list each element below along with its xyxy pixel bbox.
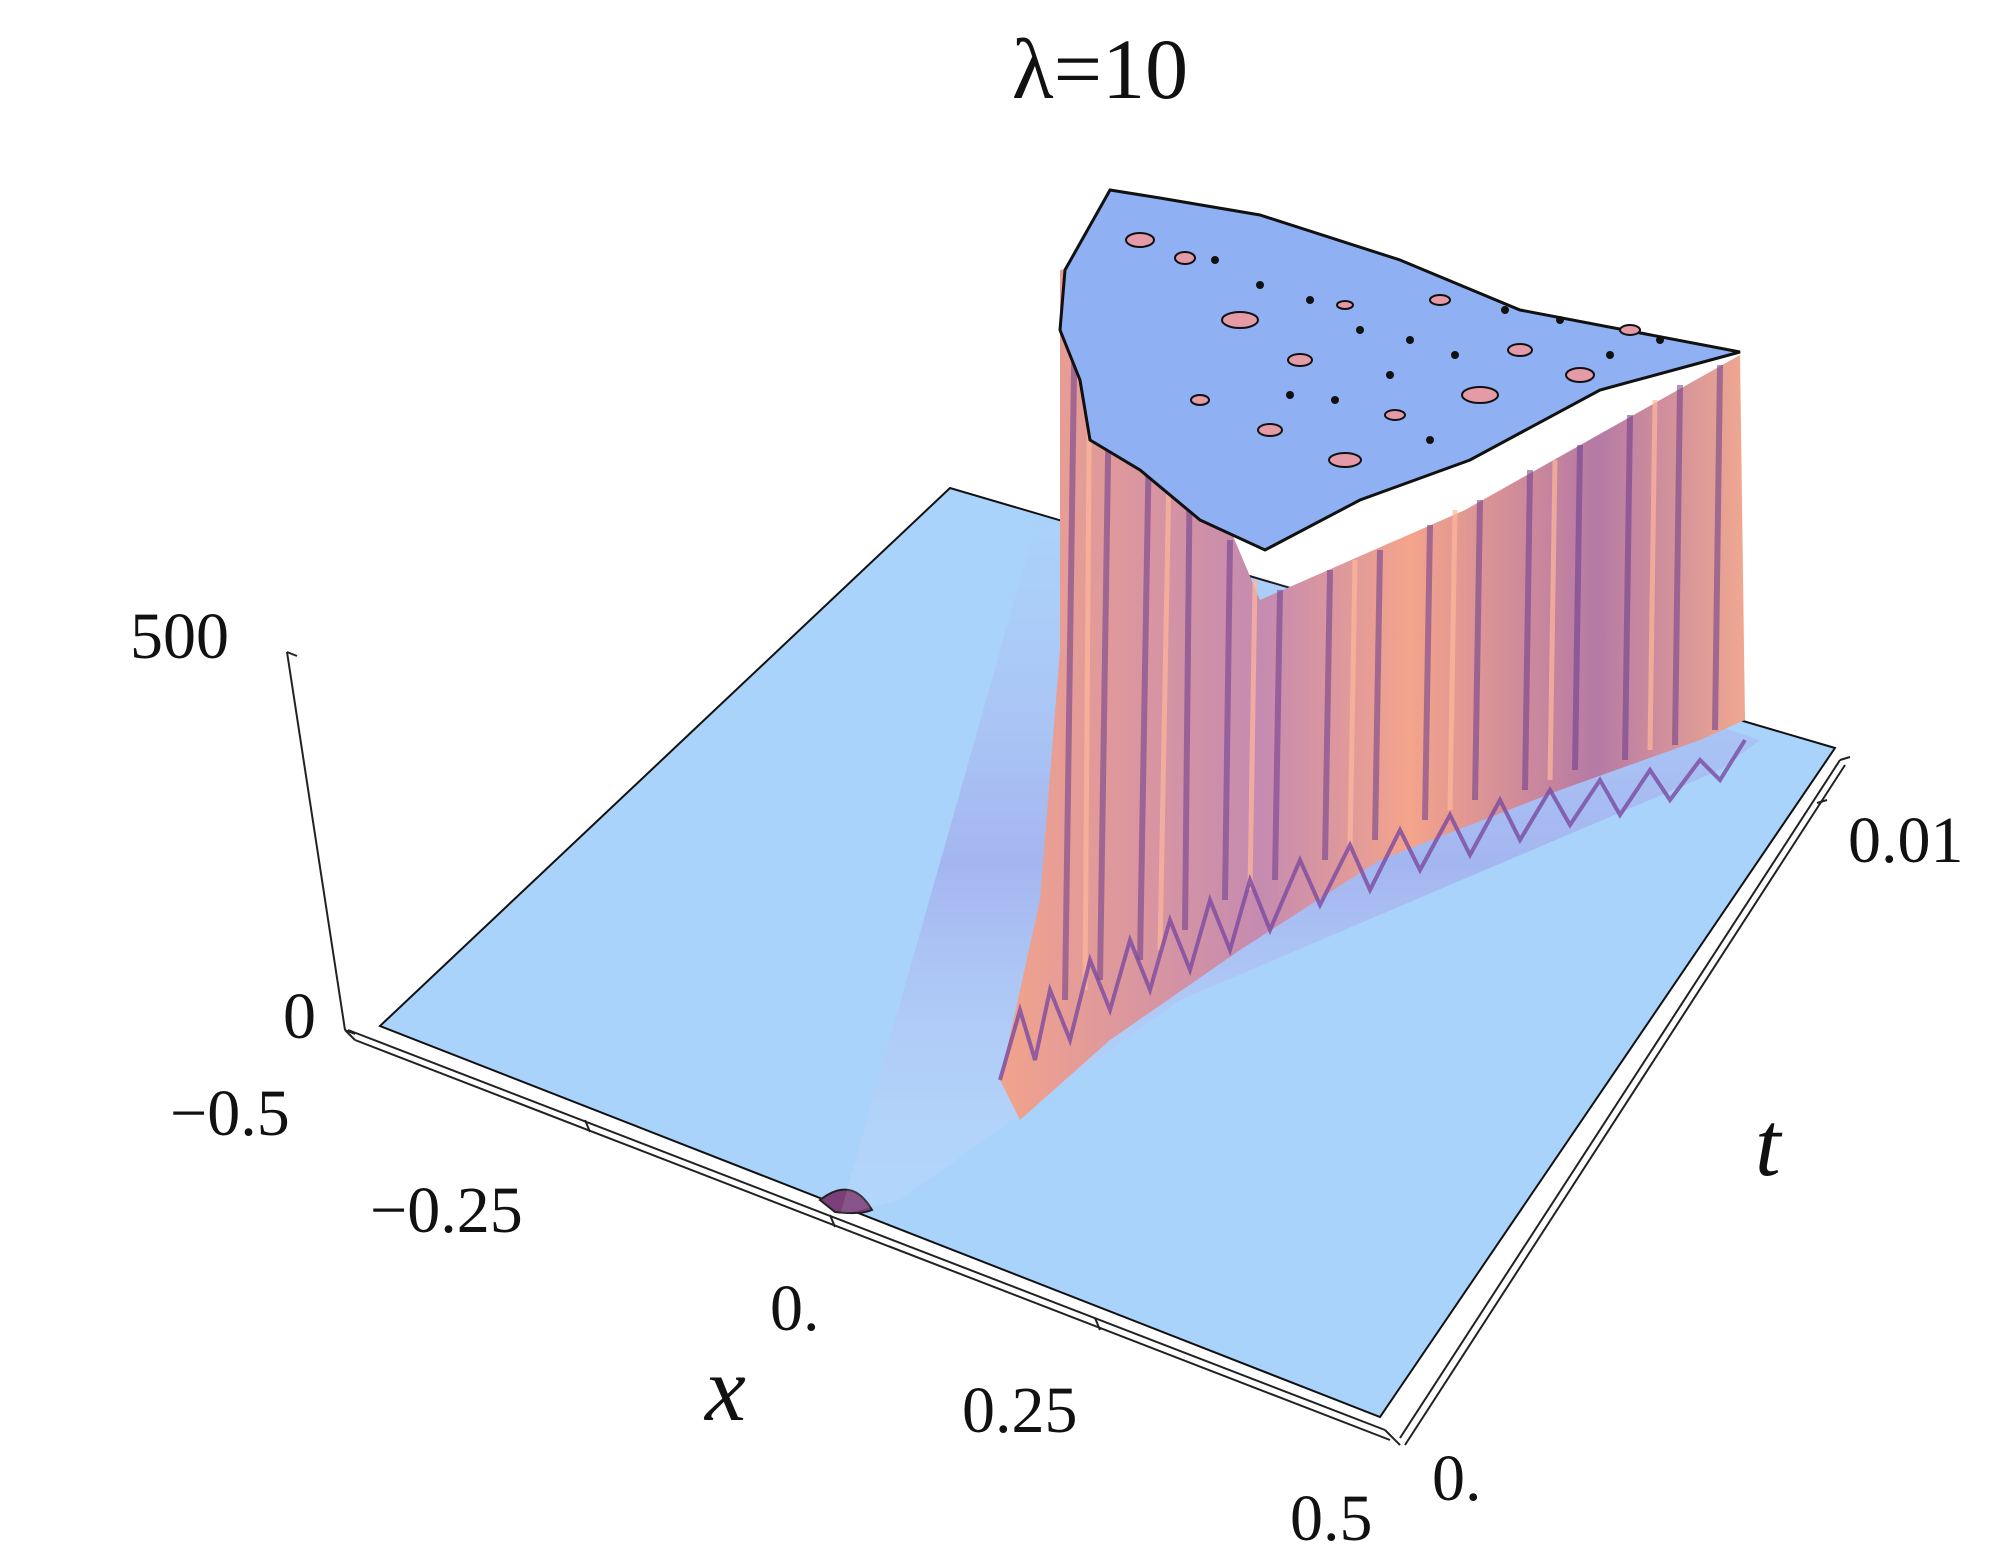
x-tick-label-0.5: 0.5 — [1290, 1482, 1373, 1555]
x-axis-ticks — [584, 1119, 1101, 1331]
chart-title: λ=10 — [1012, 21, 1188, 117]
z-tick-label-500: 500 — [130, 600, 229, 673]
t-tick-label-0: 0. — [1432, 1442, 1482, 1515]
t-tick-label-0.01: 0.01 — [1848, 804, 1964, 877]
x-tick-label-0: 0. — [770, 1272, 820, 1345]
x-tick-label-neg0.25: −0.25 — [370, 1174, 523, 1247]
x-tick-label-0.25: 0.25 — [962, 1374, 1078, 1447]
plateau-top — [1058, 188, 1741, 552]
t-axis-label: t — [1755, 1093, 1783, 1195]
z-tick-label-0: 0 — [283, 980, 316, 1053]
plateau-dots — [1211, 256, 1664, 444]
z-axis — [286, 651, 356, 1035]
box-edges — [344, 756, 1851, 1446]
x-tick-label-neg0.5: −0.5 — [170, 1077, 290, 1150]
t-axis-ticks — [1816, 799, 1828, 804]
x-axis-label: x — [703, 1338, 746, 1440]
wall-highlights — [1082, 319, 1658, 991]
wall-fringe-spikes — [998, 738, 1747, 1081]
plateau-speckles — [1125, 232, 1641, 468]
